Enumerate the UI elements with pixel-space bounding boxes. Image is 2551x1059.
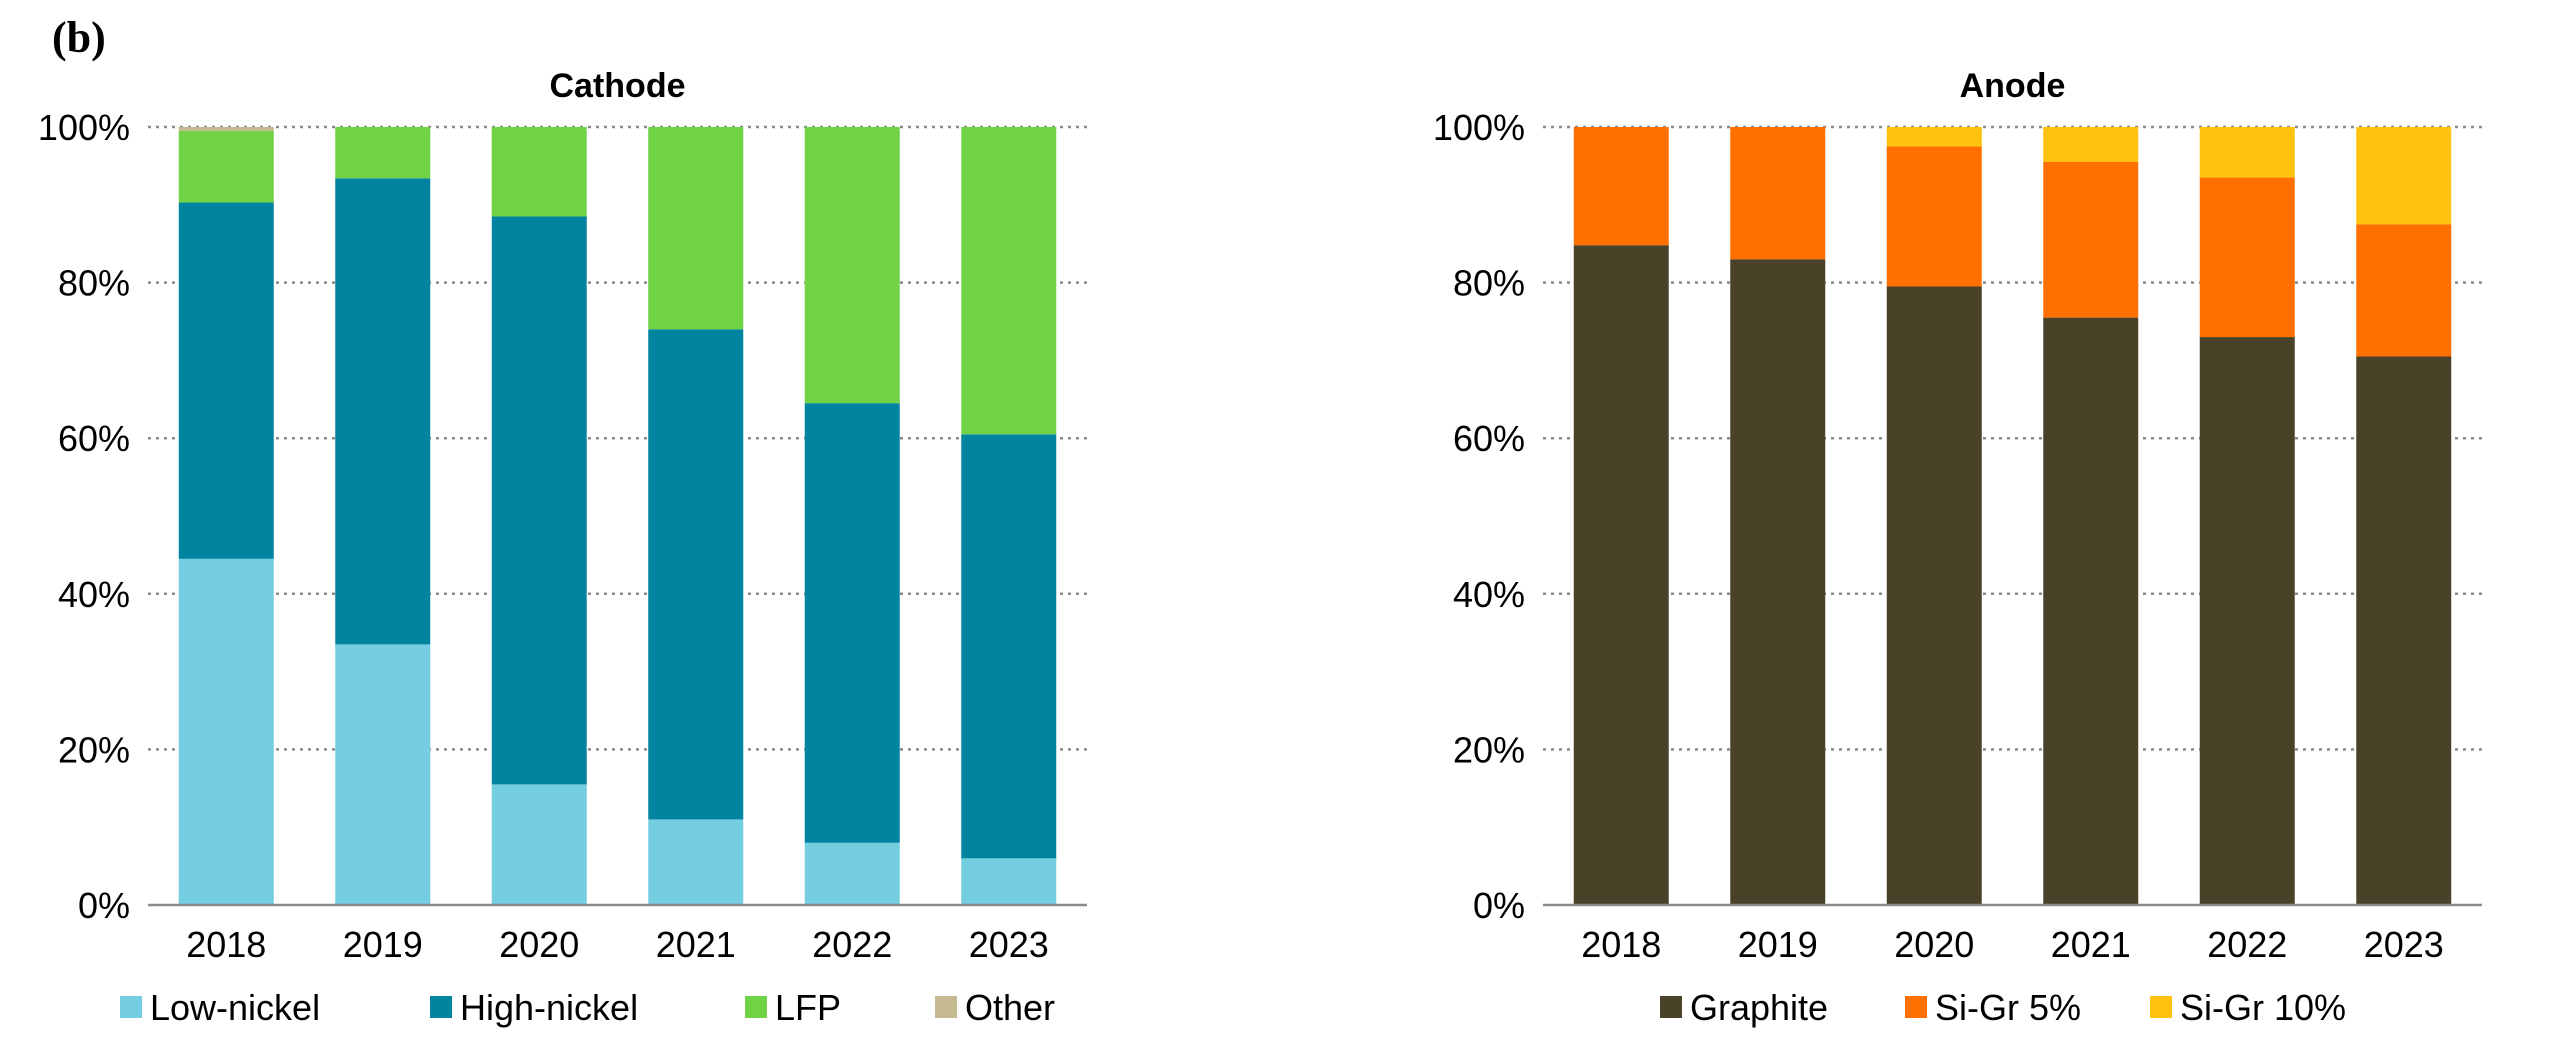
legend-swatch [1660, 996, 1682, 1018]
x-tick-label: 2019 [1738, 924, 1818, 965]
y-tick-label: 20% [58, 729, 130, 770]
bar-segment [335, 644, 431, 905]
x-tick-label: 2023 [2364, 924, 2444, 965]
y-tick-label: 100% [38, 107, 130, 148]
bar-segment [2356, 127, 2452, 225]
bar-segment [2199, 177, 2295, 338]
bar-segment [1886, 286, 1982, 905]
bar-segment [804, 403, 900, 843]
chart-title: Cathode [550, 67, 686, 105]
legend-label: High-nickel [460, 987, 638, 1028]
bar-segment [491, 216, 587, 785]
legend-label: Si-Gr 5% [1935, 987, 2081, 1028]
bar-segment [2043, 162, 2139, 318]
bar-segment [804, 127, 900, 404]
legend-swatch [745, 996, 767, 1018]
legend-label: LFP [775, 987, 841, 1028]
legend-label: Low-nickel [150, 987, 320, 1028]
y-tick-label: 80% [58, 263, 130, 304]
legend-label: Graphite [1690, 987, 1828, 1028]
x-tick-label: 2019 [343, 924, 423, 965]
bar-segment [2356, 224, 2452, 357]
legend-swatch [430, 996, 452, 1018]
bar-segment [178, 130, 274, 203]
x-tick-label: 2022 [812, 924, 892, 965]
bar-segment [2043, 127, 2139, 163]
bar-segment [961, 127, 1057, 435]
bar-segment [961, 858, 1057, 905]
bar-segment [178, 127, 274, 131]
x-tick-label: 2020 [1894, 924, 1974, 965]
bar-segment [1730, 259, 1826, 905]
x-tick-label: 2018 [186, 924, 266, 965]
legend-label: Si-Gr 10% [2180, 987, 2346, 1028]
bar-segment [648, 127, 744, 330]
bar-segment [2356, 356, 2452, 905]
legend-swatch [2150, 996, 2172, 1018]
y-tick-label: 60% [58, 418, 130, 459]
cathode-chart: Cathode 0% 20% 40% 60% 80% 100% 2018 2019 2020 202… [38, 67, 1087, 1028]
bar-segment [804, 842, 900, 905]
y-tick-label: 20% [1453, 729, 1525, 770]
bar-segment [648, 329, 744, 820]
bar-segment [335, 127, 431, 179]
bar-segment [1886, 146, 1982, 287]
bar-segment [178, 202, 274, 559]
legend-swatch [1905, 996, 1927, 1018]
x-tick-label: 2018 [1581, 924, 1661, 965]
bar-segment [491, 784, 587, 905]
y-tick-label: 80% [1453, 263, 1525, 304]
x-tick-label: 2022 [2207, 924, 2287, 965]
x-tick-label: 2023 [969, 924, 1049, 965]
y-tick-label: 40% [1453, 574, 1525, 615]
bar-segment [178, 558, 274, 905]
y-tick-label: 100% [1433, 107, 1525, 148]
legend-swatch [120, 996, 142, 1018]
bar-segment [1573, 245, 1669, 906]
bar-segment [335, 178, 431, 645]
y-tick-label: 40% [58, 574, 130, 615]
x-tick-label: 2021 [656, 924, 736, 965]
bar-segment [961, 434, 1057, 859]
y-tick-label: 0% [78, 885, 130, 926]
bar-segment [1730, 127, 1826, 260]
y-tick-label: 0% [1473, 885, 1525, 926]
legend-swatch [935, 996, 957, 1018]
x-tick-label: 2020 [499, 924, 579, 965]
bar-segment [2043, 317, 2139, 905]
chart-title: Anode [1960, 67, 2066, 105]
x-tick-label: 2021 [2051, 924, 2131, 965]
anode-chart: Anode 0% 20% 40% 60% 80% 100% 2018 2019 2020 2021 2… [1433, 67, 2482, 1028]
y-tick-label: 60% [1453, 418, 1525, 459]
bar-segment [2199, 337, 2295, 905]
bar-segment [1886, 127, 1982, 147]
panel-label: (b) [52, 13, 106, 62]
bar-segment [491, 127, 587, 217]
bar-segment [648, 819, 744, 905]
bar-segment [1573, 127, 1669, 246]
legend-label: Other [965, 987, 1055, 1028]
bar-segment [2199, 127, 2295, 178]
